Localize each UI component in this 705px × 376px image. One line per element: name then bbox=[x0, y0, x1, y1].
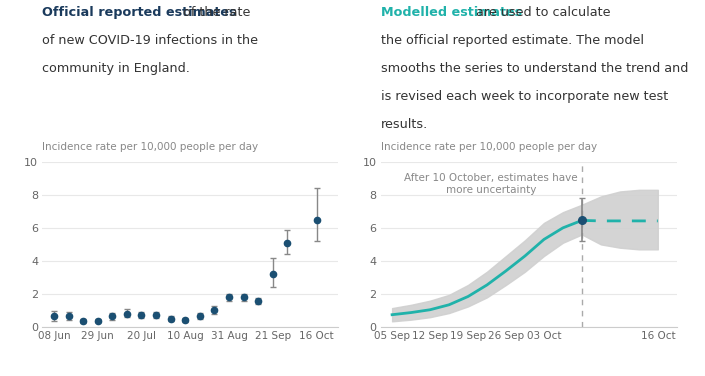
Text: Official reported estimates: Official reported estimates bbox=[42, 6, 237, 19]
Text: Modelled estimates: Modelled estimates bbox=[381, 6, 522, 19]
Text: Incidence rate per 10,000 people per day: Incidence rate per 10,000 people per day bbox=[42, 142, 259, 152]
Text: of new COVID-19 infections in the: of new COVID-19 infections in the bbox=[42, 34, 258, 47]
Text: results.: results. bbox=[381, 118, 428, 132]
Text: is revised each week to incorporate new test: is revised each week to incorporate new … bbox=[381, 90, 668, 103]
Text: smooths the series to understand the trend and: smooths the series to understand the tre… bbox=[381, 62, 688, 75]
Text: of the rate: of the rate bbox=[179, 6, 251, 19]
Text: Incidence rate per 10,000 people per day: Incidence rate per 10,000 people per day bbox=[381, 142, 597, 152]
Text: After 10 October, estimates have
more uncertainty: After 10 October, estimates have more un… bbox=[404, 173, 577, 195]
Text: the official reported estimate. The model: the official reported estimate. The mode… bbox=[381, 34, 644, 47]
Text: community in England.: community in England. bbox=[42, 62, 190, 75]
Text: are used to calculate: are used to calculate bbox=[472, 6, 611, 19]
